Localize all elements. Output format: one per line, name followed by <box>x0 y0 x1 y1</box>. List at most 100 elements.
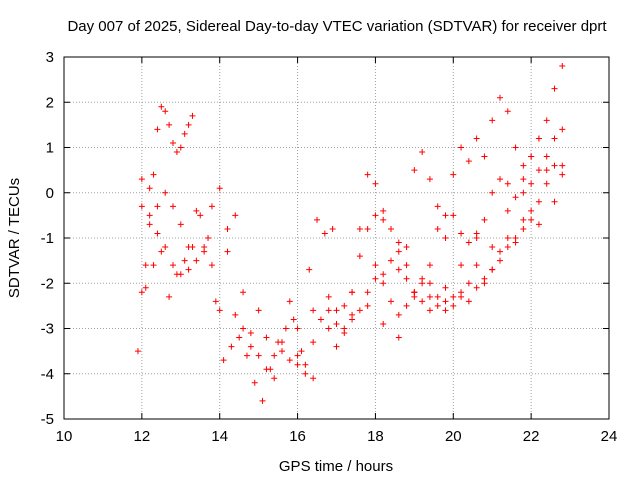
data-point <box>263 334 270 341</box>
data-point <box>356 307 363 314</box>
data-point <box>535 167 542 174</box>
x-tick-label: 10 <box>56 428 73 445</box>
y-tick-label: 2 <box>46 94 54 111</box>
data-point <box>388 257 394 264</box>
x-tick-label: 14 <box>211 428 228 445</box>
data-point <box>458 144 465 151</box>
data-point <box>286 298 293 305</box>
data-point <box>551 85 558 92</box>
data-point <box>442 212 449 219</box>
data-point <box>559 171 566 178</box>
data-point <box>177 221 184 228</box>
data-point <box>497 248 503 255</box>
data-point <box>314 216 321 223</box>
data-point <box>504 235 511 241</box>
data-point <box>473 262 480 269</box>
data-point <box>551 135 558 142</box>
data-point <box>329 225 336 232</box>
data-point <box>395 334 402 341</box>
data-point <box>208 203 215 210</box>
series-track-e <box>302 126 566 368</box>
data-point <box>364 171 371 178</box>
data-point <box>150 262 157 269</box>
data-point <box>559 162 566 169</box>
data-point <box>512 235 519 241</box>
data-point <box>166 293 173 300</box>
data-point <box>489 266 496 273</box>
data-point <box>411 289 418 296</box>
x-tick-label: 12 <box>134 428 151 445</box>
data-point <box>388 225 394 232</box>
data-point <box>426 262 433 269</box>
x-tick-label: 16 <box>289 428 306 445</box>
data-point <box>372 275 379 282</box>
data-point <box>162 244 169 251</box>
data-point <box>255 352 262 359</box>
data-point <box>450 293 457 300</box>
data-point <box>504 180 511 187</box>
data-point <box>302 361 309 368</box>
data-point <box>543 167 550 174</box>
data-point <box>325 293 332 300</box>
data-point <box>294 352 301 359</box>
data-point <box>154 230 161 237</box>
data-point <box>364 225 371 232</box>
data-point <box>481 216 488 223</box>
data-point <box>138 289 145 296</box>
data-point <box>528 207 535 214</box>
chart-title: Day 007 of 2025, Sidereal Day-to-day VTE… <box>67 18 607 35</box>
data-point <box>504 207 511 214</box>
data-point <box>232 212 239 219</box>
data-point <box>458 293 465 300</box>
data-point <box>212 298 219 305</box>
series-track-d <box>138 185 301 368</box>
data-point <box>559 126 566 133</box>
data-point <box>142 284 149 291</box>
data-point <box>388 298 394 305</box>
y-tick-label: -2 <box>41 275 54 292</box>
data-point <box>298 348 305 355</box>
data-point <box>520 225 527 232</box>
data-point <box>317 316 324 323</box>
data-point <box>146 185 153 192</box>
data-point <box>321 230 328 237</box>
data-point <box>450 212 457 219</box>
data-point <box>279 348 285 355</box>
data-point <box>395 266 402 273</box>
series-track-g <box>325 162 566 332</box>
data-point <box>240 289 247 296</box>
data-point <box>442 235 449 241</box>
data-point <box>535 135 542 142</box>
data-point <box>220 357 227 364</box>
series-track-i <box>372 207 542 314</box>
data-point <box>193 207 200 214</box>
data-point <box>208 262 215 269</box>
data-point <box>134 348 141 355</box>
data-point <box>497 257 503 264</box>
data-point <box>458 230 465 237</box>
data-point <box>154 126 161 133</box>
data-point <box>341 325 348 332</box>
data-point <box>162 108 169 115</box>
data-point <box>189 112 196 119</box>
y-tick-label: -4 <box>41 366 54 383</box>
data-point <box>170 203 176 210</box>
data-point <box>302 370 309 377</box>
data-point <box>243 352 250 359</box>
data-point <box>426 280 433 287</box>
data-point <box>426 307 433 314</box>
data-point <box>146 221 153 228</box>
y-tick-label: -5 <box>41 411 54 428</box>
data-point <box>150 171 157 178</box>
data-point <box>185 266 192 273</box>
data-point <box>356 253 363 260</box>
data-point <box>294 325 301 332</box>
data-point <box>450 302 457 309</box>
data-point <box>173 149 180 156</box>
data-point <box>290 316 297 323</box>
data-point <box>146 212 153 219</box>
series-track-h <box>333 135 566 341</box>
data-point <box>403 275 410 282</box>
data-point <box>189 244 196 251</box>
data-point <box>434 302 441 309</box>
